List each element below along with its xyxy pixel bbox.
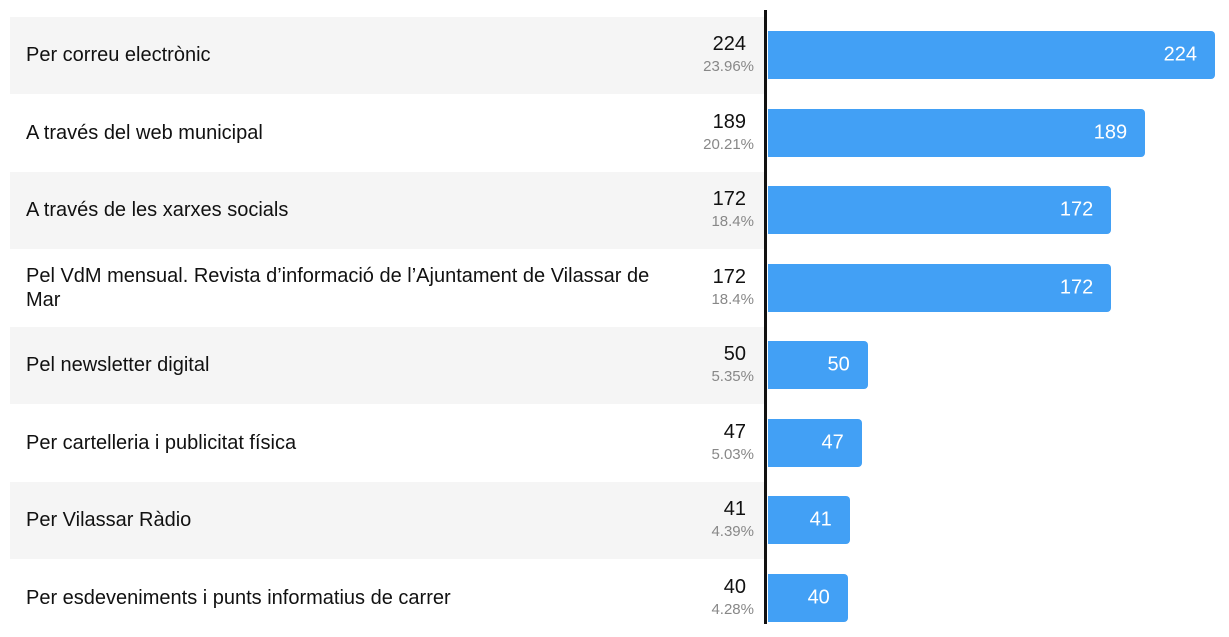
bar-value-label: 50 [827, 353, 850, 376]
bar: 172 [768, 186, 1112, 235]
count-label: 172 [712, 265, 746, 288]
count-label: 50 [723, 343, 746, 366]
bar: 41 [768, 496, 850, 545]
bar: 224 [768, 31, 1215, 80]
axis-line [764, 10, 767, 624]
share-label: 18.4% [711, 213, 754, 231]
row: Per Vilassar Ràdio 41 4.39% [10, 481, 764, 559]
category-label: Per cartelleria i publicitat física [26, 431, 297, 454]
row: Per esdeveniments i punts informatius de… [10, 559, 764, 637]
bar: 189 [768, 108, 1146, 157]
category-label: Pel VdM mensual. Revista d’informació de… [26, 264, 650, 311]
bar: 47 [768, 418, 862, 467]
category-label: Per esdeveniments i punts informatius de… [26, 586, 451, 609]
count-label: 172 [712, 188, 746, 211]
count-label: 189 [712, 110, 746, 133]
bar: 50 [768, 341, 868, 390]
bar: 40 [768, 573, 848, 622]
bar-value-label: 172 [1059, 198, 1094, 221]
page: Per correu electrònic 224 23.96% 224 A travé… [10, 10, 1215, 624]
bar-value-label: 41 [809, 508, 832, 531]
bar-value-label: 47 [821, 431, 844, 454]
count-label: 41 [723, 498, 746, 521]
row: Per cartelleria i publicitat física 47 5.0… [10, 404, 764, 482]
share-label: 5.03% [711, 445, 754, 463]
row: Pel VdM mensual. Revista d’informació de… [10, 249, 764, 327]
category-label: A través de les xarxes socials [26, 199, 289, 222]
row: A través del web municipal 189 20.21% [10, 94, 764, 172]
count-label: 47 [723, 420, 746, 443]
share-label: 4.28% [711, 600, 754, 618]
bar-value-label: 189 [1093, 121, 1128, 144]
count-label: 224 [712, 33, 746, 56]
share-label: 4.39% [711, 523, 754, 541]
share-label: 23.96% [703, 58, 754, 76]
bar-value-label: 224 [1163, 43, 1197, 66]
bar: 172 [768, 263, 1112, 312]
share-label: 20.21% [703, 135, 754, 153]
row: Pel newsletter digital 50 5.35% [10, 326, 764, 404]
category-label: Per correu electrònic [26, 44, 211, 67]
category-label: Pel newsletter digital [26, 354, 210, 377]
share-label: 18.4% [711, 290, 754, 308]
bar-value-label: 40 [807, 586, 830, 609]
count-label: 40 [723, 575, 746, 598]
share-label: 5.35% [711, 368, 754, 386]
category-label: A través del web municipal [26, 121, 263, 144]
row: A través de les xarxes socials 172 18.4% [10, 171, 764, 249]
row: Per correu electrònic 224 23.96% [10, 16, 764, 94]
bar-value-label: 172 [1059, 276, 1094, 299]
category-label: Per Vilassar Ràdio [26, 509, 192, 532]
